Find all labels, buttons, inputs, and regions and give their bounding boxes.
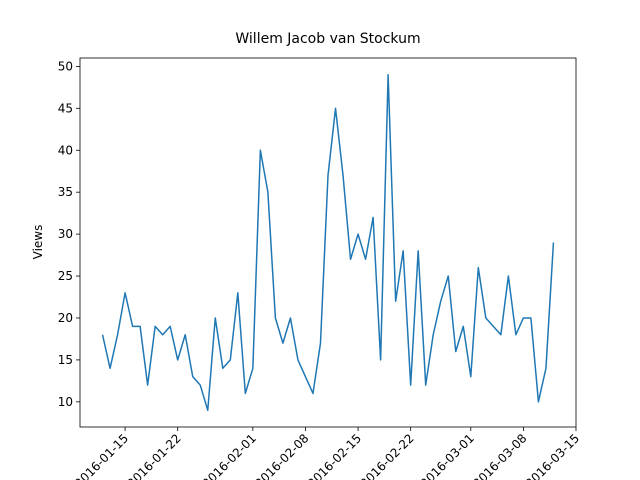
x-tick-label: 2016-03-15: [523, 431, 582, 480]
chart-title: Willem Jacob van Stockum: [235, 31, 420, 47]
y-tick-label: 10: [58, 395, 73, 409]
x-tick-label: 2016-03-08: [470, 431, 529, 480]
y-tick-label: 50: [58, 59, 73, 73]
y-tick-label: 40: [58, 143, 73, 157]
y-tick-label: 45: [58, 101, 73, 115]
x-tick-label: 2016-03-01: [418, 431, 477, 480]
plot-frame: [79, 57, 577, 428]
y-tick-label: 30: [58, 227, 73, 241]
x-tick-label: 2016-01-15: [72, 431, 131, 480]
y-tick-label: 20: [58, 311, 73, 325]
x-tick-label: 2016-02-15: [305, 431, 364, 480]
y-tick-label: 15: [58, 353, 73, 367]
data-line: [101, 74, 555, 411]
x-tick-label: 2016-02-22: [358, 431, 417, 480]
y-tick-label: 25: [58, 269, 73, 283]
y-axis-label: Views: [31, 225, 45, 260]
x-tick-label: 2016-02-08: [252, 431, 311, 480]
x-tick-label: 2016-01-22: [125, 431, 184, 480]
x-tick-label: 2016-02-01: [200, 431, 259, 480]
y-tick-label: 35: [58, 185, 73, 199]
